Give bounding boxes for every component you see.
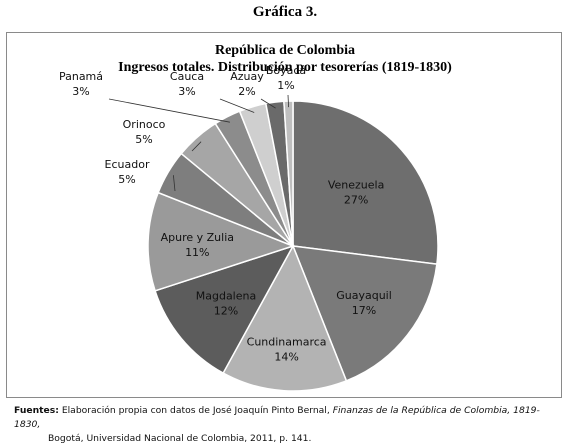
pie-slices — [147, 100, 439, 392]
slice-percent-label: 11% — [185, 246, 209, 259]
slice-name-label: Azuay — [230, 70, 264, 83]
slice-percent-label: 12% — [214, 305, 238, 318]
slice-name-label: Ecuador — [105, 158, 150, 171]
slice-percent-label: 5% — [135, 133, 152, 146]
figure-label: Gráfica 3. — [252, 4, 318, 20]
source-prefix: Fuentes: — [14, 405, 59, 416]
slice-name-label: Orinoco — [123, 118, 166, 131]
leader-line — [260, 98, 276, 109]
slice-percent-label: 3% — [178, 85, 195, 98]
chart-frame: República de Colombia Ingresos totales. … — [6, 32, 562, 398]
slice-percent-label: 27% — [344, 193, 368, 206]
slice-name-label: Cundinamarca — [247, 335, 327, 348]
source-text: Elaboración propia con datos de José Joa… — [61, 405, 330, 416]
leader-line — [173, 175, 176, 192]
slice-name-label: Panamá — [59, 70, 103, 83]
leader-lines — [108, 94, 289, 192]
leader-line — [108, 98, 230, 123]
slice-percent-label: 2% — [238, 85, 255, 98]
leader-line — [287, 94, 289, 108]
leader-line — [191, 141, 202, 152]
slice-labels: Venezuela 27% Guayaquil 17% Cundinamarca 14% M… — [59, 64, 392, 363]
slice-apure-y-zulia — [147, 191, 296, 292]
chart-title: República de Colombia — [215, 43, 355, 58]
slice-venezuela — [292, 100, 439, 266]
slice-percent-label: 17% — [352, 304, 376, 317]
slice-name-label: Cauca — [170, 70, 204, 83]
source-publisher: Bogotá, Universidad Nacional de Colombia… — [48, 433, 312, 444]
slice-name-label: Venezuela — [328, 178, 385, 191]
slice-name-label: Magdalena — [196, 290, 256, 303]
slice-name-label: Boyacá — [266, 64, 306, 77]
source-note: Fuentes: Elaboración propia con datos de… — [14, 404, 559, 446]
slice-percent-label: 14% — [274, 350, 298, 363]
slice-name-label: Apure y Zulia — [161, 231, 234, 244]
chart-subtitle: Ingresos totales. Distribución por tesor… — [118, 60, 452, 75]
slice-cundinamarca — [222, 244, 348, 392]
slice-magdalena — [154, 244, 295, 375]
leader-line — [219, 98, 255, 113]
slice-percent-label: 3% — [72, 85, 89, 98]
slice-guayaquil — [291, 245, 438, 382]
pie-chart: República de Colombia Ingresos totales. … — [59, 43, 452, 392]
slice-name-label: Guayaquil — [336, 289, 392, 302]
source-book-title: Finanzas de la República de Colombia, 18… — [14, 405, 540, 430]
slice-percent-label: 1% — [277, 79, 294, 92]
slice-percent-label: 5% — [118, 173, 135, 186]
